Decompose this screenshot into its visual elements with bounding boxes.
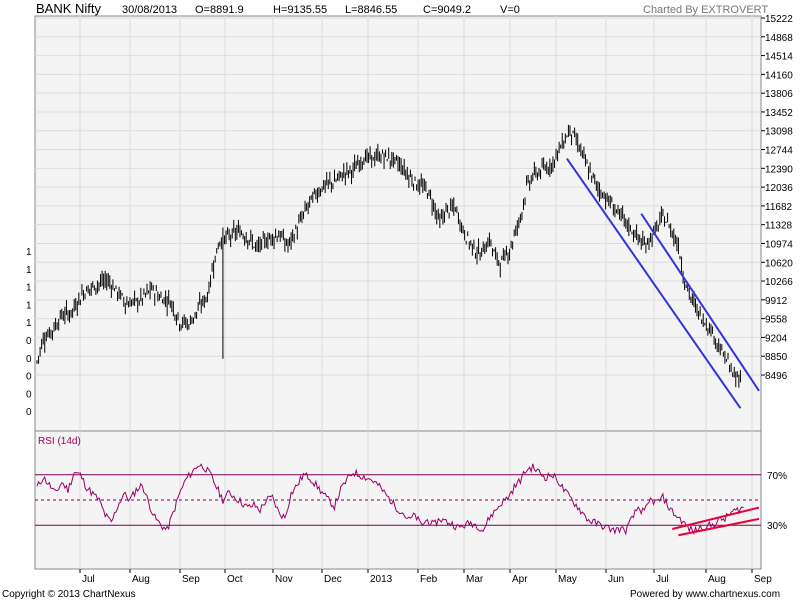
x-tick-label: Jul [82,574,95,585]
x-tick-label: Sep [182,574,200,585]
price-y-tick-label: 10620 [765,258,793,269]
price-y-tick-label: 12744 [765,146,793,157]
left-y-tick-label: 0 [26,372,32,383]
rsi-y-tick-label: 30% [767,521,787,532]
rsi-levels [35,474,761,526]
price-trendline [640,213,760,392]
price-y-tick-label: 14868 [765,33,793,44]
price-y-tick-label: 14160 [765,70,793,81]
x-tick-label: 2013 [370,574,393,585]
left-y-tick-label: 1 [26,318,32,329]
price-y-axis: 15222 14868 14514 14160 13806 13452 13098 12744… [761,14,793,382]
price-y-tick-label: 10266 [765,277,793,288]
x-tick-label: Apr [512,574,528,585]
rsi-series-line [36,463,744,536]
price-y-tick-label: 12390 [765,164,793,175]
price-y-tick-label: 13098 [765,127,793,138]
header: BANK Nifty 30/08/2013 O=8891.9 H=9135.55… [36,1,768,16]
left-y-tick-label: 1 [26,283,32,294]
x-tick-label: Mar [466,574,484,585]
x-tick-label: Nov [275,574,293,585]
x-axis: Jul Aug Sep Oct Nov Dec 2013 Feb Mar Apr May Jun Jul… [79,569,772,585]
chart-date: 30/08/2013 [122,4,177,16]
rsi-trendline [678,517,760,537]
price-y-tick-label: 13452 [765,108,793,119]
rsi-y-axis: 70% 30% [767,471,787,532]
x-tick-label: May [558,574,577,585]
chart-credit: Charted By EXTROVERT [643,4,768,16]
x-tick-label: Oct [227,574,243,585]
price-y-tick-label: 12036 [765,183,793,194]
low-value: L=8846.55 [345,4,397,16]
x-tick-label: Jun [608,574,624,585]
copyright-text: Copyright © 2013 ChartNexus [2,589,136,600]
close-value: C=9049.2 [423,4,471,16]
price-bars [36,124,741,388]
left-y-tick-label: 1 [26,265,32,276]
x-tick-label: Sep [754,574,772,585]
x-tick-label: Feb [420,574,438,585]
chart-title: BANK Nifty [36,1,102,16]
volume-value: V=0 [500,4,520,16]
left-y-tick-label: 1 [26,300,32,311]
left-y-tick-label: 0 [26,336,32,347]
price-y-tick-label: 10974 [765,239,793,250]
x-tick-label: Aug [708,574,726,585]
x-tick-label: Aug [132,574,150,585]
price-trendlines [566,158,760,409]
price-y-tick-label: 9558 [765,315,788,326]
high-value: H=9135.55 [273,4,327,16]
left-y-tick-label: 1 [26,247,32,258]
x-tick-label: Jul [656,574,669,585]
left-y-tick-label: 0 [26,389,32,400]
price-y-tick-label: 8850 [765,352,788,363]
x-tick-label: Dec [324,574,342,585]
rsi-trendline [671,506,760,530]
price-y-tick-label: 11328 [765,221,793,232]
price-y-tick-label: 11682 [765,202,793,213]
rsi-title: RSI (14d) [38,436,81,447]
rsi-line [36,463,744,536]
open-value: O=8891.9 [195,4,244,16]
price-y-tick-label: 9204 [765,333,788,344]
price-y-tick-label: 14514 [765,52,793,63]
price-y-tick-label: 15222 [765,14,793,25]
rsi-trendlines [671,506,760,537]
price-y-tick-label: 9912 [765,296,788,307]
rsi-y-tick-label: 70% [767,471,787,482]
price-y-tick-label: 8496 [765,371,788,382]
price-panel [34,15,762,432]
left-y-tick-label: 0 [26,354,32,365]
powered-by-text: Powered by www.chartnexus.com [630,589,780,600]
left-y-axis: 1 1 1 1 1 0 0 0 0 0 [26,247,32,418]
price-y-tick-label: 13806 [765,89,793,100]
left-y-tick-label: 0 [26,407,32,418]
price-trendline [566,158,742,409]
